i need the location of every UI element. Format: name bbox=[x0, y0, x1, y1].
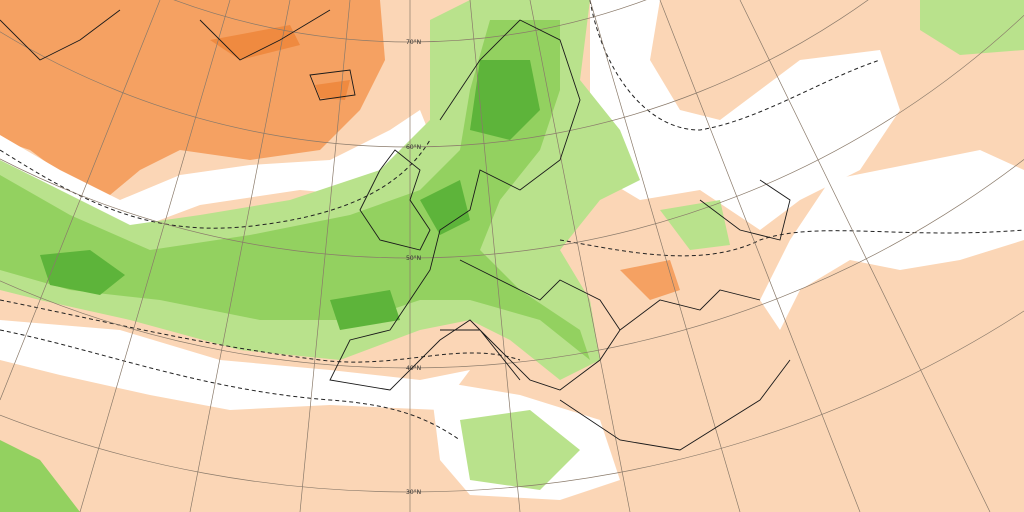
anomaly-strong-warm bbox=[210, 25, 350, 100]
latitude-label: 60°N bbox=[406, 144, 421, 151]
latitude-label: 50°N bbox=[406, 255, 421, 262]
anomaly-strong-warm bbox=[620, 260, 680, 300]
anomaly-wet-moderate bbox=[0, 20, 590, 360]
meridian bbox=[0, 0, 991, 512]
anomaly-wet-strong bbox=[40, 60, 540, 330]
neutral-zone bbox=[760, 150, 1024, 330]
coastline bbox=[0, 9, 791, 451]
neutral-zone bbox=[590, 0, 900, 230]
neutral-zone bbox=[0, 320, 470, 410]
anomaly-strong-warm bbox=[0, 0, 385, 195]
anomaly-wet bbox=[460, 0, 1024, 490]
anomaly-wet-moderate bbox=[0, 440, 80, 512]
latitude-label: 70°N bbox=[406, 39, 421, 46]
neutral-zone bbox=[0, 110, 440, 235]
contour bbox=[0, 329, 461, 441]
latitude-label: 30°N bbox=[406, 489, 421, 496]
contour bbox=[589, 0, 881, 131]
contour bbox=[0, 299, 521, 363]
contour bbox=[559, 229, 1024, 257]
contour bbox=[0, 139, 431, 229]
latitude-label: 40°N bbox=[406, 365, 421, 372]
